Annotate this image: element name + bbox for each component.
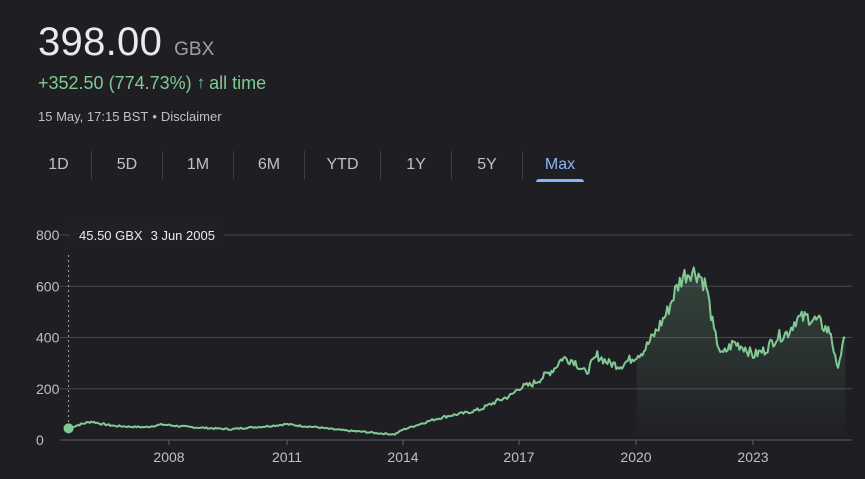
y-tick-label: 200	[36, 381, 60, 397]
change-value: +352.50 (774.73%)	[38, 73, 192, 93]
price-row: 398.00 GBX	[38, 18, 214, 66]
tab-ytd[interactable]: YTD	[326, 156, 359, 173]
tab-divider	[522, 151, 523, 179]
x-tick-label: 2011	[272, 449, 302, 465]
tab-divider	[91, 151, 92, 179]
currency-label: GBX	[174, 39, 215, 60]
x-tick-label: 2020	[620, 449, 651, 465]
current-price: 398.00	[38, 20, 163, 64]
y-axis-labels: 0 200 400 600 800	[36, 227, 60, 448]
range-tabs: 1D 5D 1M 6M YTD 1Y 5Y Max	[26, 146, 597, 184]
disclaimer-link[interactable]: Disclaimer	[160, 109, 222, 124]
tab-1y[interactable]: 1Y	[406, 156, 426, 173]
tab-1d[interactable]: 1D	[48, 156, 69, 173]
tab-5d[interactable]: 5D	[116, 156, 138, 173]
price-line-series	[68, 266, 846, 436]
y-tick-label: 800	[36, 227, 60, 243]
quote-meta: 15 May, 17:15 BST • Disclaimer	[38, 108, 222, 126]
chart-tooltip: 45.50 GBX 3 Jun 2005	[70, 222, 224, 248]
meta-separator: •	[152, 109, 157, 124]
tab-divider	[162, 151, 163, 179]
x-tick-label: 2008	[153, 449, 184, 465]
tab-divider	[451, 151, 452, 179]
x-tick-label: 2023	[737, 449, 768, 465]
y-tick-label: 400	[36, 330, 60, 346]
tab-1m[interactable]: 1M	[186, 156, 210, 173]
y-tick-label: 0	[36, 432, 44, 448]
tooltip-cursor-dot	[63, 423, 74, 434]
tab-max[interactable]: Max	[523, 146, 597, 184]
tab-divider	[304, 151, 305, 179]
tab-6m[interactable]: 6M	[257, 156, 281, 173]
arrow-up-icon: ↑	[196, 73, 206, 92]
x-tick-label: 2014	[387, 449, 418, 465]
price-area-fill	[636, 267, 846, 440]
tooltip-date: 3 Jun 2005	[150, 227, 215, 243]
tab-divider	[380, 151, 381, 179]
y-tick-label: 600	[36, 278, 60, 294]
tab-5y[interactable]: 5Y	[477, 156, 497, 173]
change-period: all time	[209, 73, 267, 93]
price-change: +352.50 (774.73%) ↑ all time	[38, 71, 266, 95]
tab-divider	[233, 151, 234, 179]
x-axis-labels: 2008 2011 2014 2017 2020 2023	[153, 440, 769, 465]
tooltip-value: 45.50 GBX	[79, 227, 143, 243]
quote-timestamp: 15 May, 17:15 BST	[38, 109, 149, 124]
x-tick-label: 2017	[503, 449, 534, 465]
